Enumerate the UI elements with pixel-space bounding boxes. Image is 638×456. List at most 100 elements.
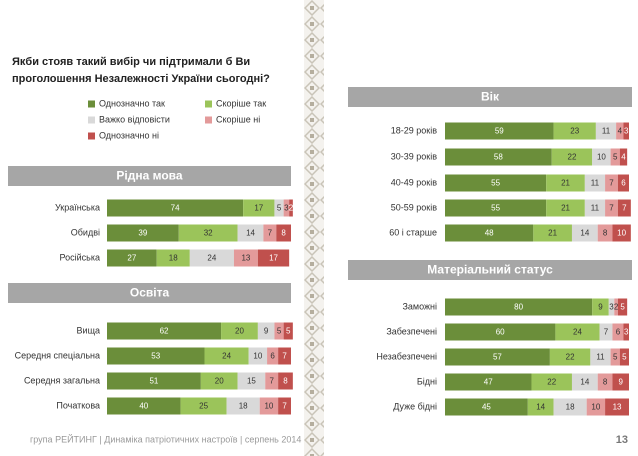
bar-segment bbox=[551, 148, 593, 166]
value-label: 5 bbox=[622, 353, 627, 362]
bar-segment bbox=[226, 397, 260, 415]
bar-segment bbox=[283, 322, 293, 340]
value-label: 8 bbox=[603, 229, 608, 238]
legend-swatch bbox=[88, 132, 95, 140]
bar-segment bbox=[445, 323, 556, 341]
value-label: 11 bbox=[602, 127, 611, 136]
value-label: 10 bbox=[253, 352, 262, 361]
bar-segment bbox=[531, 373, 572, 391]
value-label: 17 bbox=[254, 204, 263, 213]
value-label: 5 bbox=[277, 204, 282, 213]
value-label: 13 bbox=[613, 403, 622, 412]
value-label: 53 bbox=[151, 352, 160, 361]
value-label: 4 bbox=[621, 153, 626, 162]
bar-segment bbox=[623, 323, 629, 341]
value-label: 14 bbox=[536, 403, 545, 412]
bar-segment bbox=[608, 298, 615, 316]
value-label: 9 bbox=[618, 378, 623, 387]
value-label: 14 bbox=[580, 378, 589, 387]
value-label: 20 bbox=[215, 377, 224, 386]
category-label: 30-39 років bbox=[391, 151, 437, 161]
category-label: Бідні bbox=[417, 376, 437, 386]
bar-segment bbox=[107, 224, 179, 242]
value-label: 24 bbox=[207, 254, 216, 263]
bar-segment bbox=[200, 372, 238, 390]
value-label: 14 bbox=[580, 229, 589, 238]
value-label: 5 bbox=[286, 327, 291, 336]
legend-swatch bbox=[205, 100, 212, 108]
bar-segment bbox=[107, 199, 244, 217]
value-label: 20 bbox=[235, 327, 244, 336]
legend-label: Однозначно так bbox=[99, 98, 165, 108]
bar-segment bbox=[527, 398, 554, 416]
value-label: 55 bbox=[491, 179, 500, 188]
bar-segment bbox=[612, 323, 624, 341]
category-label: Початкова bbox=[56, 400, 100, 410]
value-label: 5 bbox=[613, 353, 618, 362]
section-header bbox=[8, 283, 291, 303]
section-title: Освіта bbox=[130, 286, 170, 300]
bar-segment bbox=[590, 348, 611, 366]
category-label: 18-29 років bbox=[391, 125, 437, 135]
bar-segment bbox=[233, 249, 258, 267]
bar-segment bbox=[265, 372, 279, 390]
value-label: 3 bbox=[609, 303, 614, 312]
value-label: 27 bbox=[127, 254, 136, 263]
value-label: 4 bbox=[618, 127, 623, 136]
value-label: 18 bbox=[169, 254, 178, 263]
value-label: 5 bbox=[277, 327, 282, 336]
value-label: 8 bbox=[603, 378, 608, 387]
category-label: Обидві bbox=[71, 227, 100, 237]
value-label: 22 bbox=[566, 353, 575, 362]
value-label: 18 bbox=[239, 402, 248, 411]
value-label: 7 bbox=[604, 328, 609, 337]
category-label: 40-49 років bbox=[391, 177, 437, 187]
bar-segment bbox=[605, 174, 618, 192]
value-label: 21 bbox=[561, 204, 570, 213]
value-label: 6 bbox=[270, 352, 275, 361]
value-label: 39 bbox=[138, 229, 147, 238]
value-label: 62 bbox=[160, 327, 169, 336]
value-label: 6 bbox=[616, 328, 621, 337]
bar-segment bbox=[592, 148, 611, 166]
value-label: 17 bbox=[269, 254, 278, 263]
legend-label: Скоріше ні bbox=[216, 114, 260, 124]
bar-segment bbox=[623, 122, 629, 140]
value-label: 47 bbox=[484, 378, 493, 387]
category-label: 50-59 років bbox=[391, 202, 437, 212]
bar-segment bbox=[283, 199, 290, 217]
bar-segment bbox=[180, 397, 227, 415]
bar-segment bbox=[178, 224, 238, 242]
category-label: Вища bbox=[77, 325, 100, 335]
value-label: 7 bbox=[609, 179, 614, 188]
value-label: 5 bbox=[620, 303, 625, 312]
bar-segment bbox=[584, 199, 606, 217]
value-label: 40 bbox=[139, 402, 148, 411]
bar-segment bbox=[445, 174, 547, 192]
value-label: 10 bbox=[264, 402, 273, 411]
section-title: Вік bbox=[481, 90, 500, 104]
bar-segment bbox=[257, 322, 275, 340]
bar-segment bbox=[107, 322, 222, 340]
value-label: 2 bbox=[614, 303, 619, 312]
bar-segment bbox=[616, 122, 624, 140]
bar-segment bbox=[597, 224, 613, 242]
value-label: 45 bbox=[482, 403, 491, 412]
category-label: Незабезпечені bbox=[376, 351, 437, 361]
bar-segment bbox=[584, 174, 606, 192]
value-label: 32 bbox=[204, 229, 213, 238]
bar-segment bbox=[259, 397, 279, 415]
value-label: 13 bbox=[241, 254, 250, 263]
bar-segment bbox=[107, 397, 181, 415]
value-label: 80 bbox=[514, 303, 523, 312]
value-label: 74 bbox=[171, 204, 180, 213]
bar-segment bbox=[555, 323, 600, 341]
bar-segment bbox=[274, 199, 284, 217]
bar-segment bbox=[237, 372, 266, 390]
value-label: 8 bbox=[283, 377, 288, 386]
bar-segment bbox=[533, 224, 572, 242]
value-label: 23 bbox=[570, 127, 579, 136]
category-label: Середня спеціальна bbox=[15, 350, 100, 360]
